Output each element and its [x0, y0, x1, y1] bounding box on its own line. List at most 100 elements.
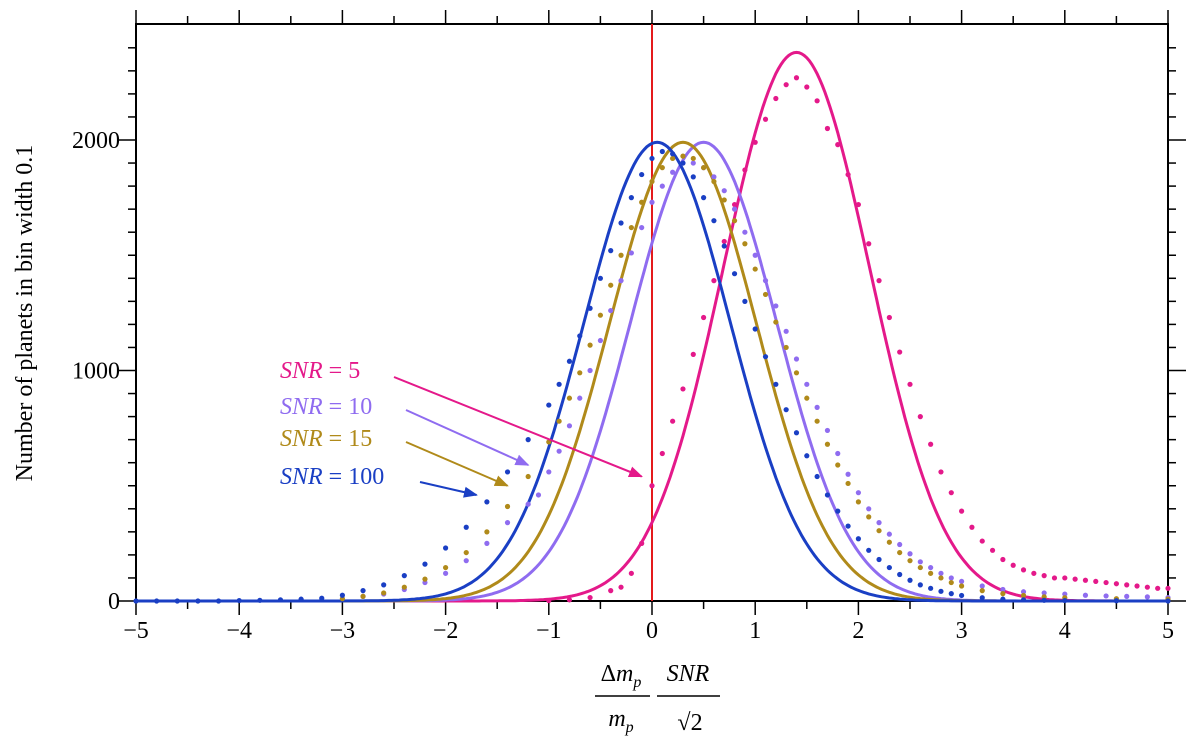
- series-point-4: [174, 598, 180, 604]
- series-curve-4: [136, 140, 1168, 603]
- series-point-4: [577, 333, 583, 339]
- series-point-2: [793, 356, 800, 362]
- series-point-4: [236, 597, 242, 604]
- series-point-1: [1103, 579, 1109, 586]
- series-point-4: [959, 592, 965, 599]
- ticks: [118, 10, 1186, 615]
- series-point-3: [948, 579, 954, 586]
- series-point-4: [866, 547, 872, 553]
- series-point-1: [1134, 583, 1140, 589]
- series-point-4: [928, 585, 934, 591]
- series-point-1: [773, 95, 779, 102]
- series-point-2: [866, 506, 872, 512]
- series-point-4: [618, 220, 624, 226]
- series-point-4: [215, 598, 222, 604]
- series-point-3: [866, 514, 872, 520]
- series-point-1: [587, 594, 593, 601]
- series-point-2: [463, 558, 469, 564]
- series-point-1: [659, 450, 665, 457]
- y-tick-label: 0: [108, 589, 120, 615]
- series-point-2: [597, 337, 604, 344]
- series-point-3: [401, 584, 407, 590]
- x-tick-label: −1: [536, 618, 562, 644]
- series-point-1: [989, 547, 996, 553]
- series-point-4: [855, 536, 862, 542]
- series-point-2: [659, 183, 665, 189]
- series-point-2: [897, 541, 903, 548]
- series-point-1: [928, 441, 934, 447]
- series-point-3: [422, 576, 428, 582]
- series-point-2: [566, 423, 573, 429]
- series-point-3: [731, 218, 738, 224]
- series-point-4: [649, 155, 655, 162]
- series-point-2: [484, 540, 490, 546]
- series-point-1: [566, 597, 573, 603]
- series-point-1: [1093, 578, 1099, 585]
- series-point-4: [742, 298, 748, 304]
- annotations: SNR = 5 SNR = 10 SNR = 15 SNR = 100: [280, 358, 643, 498]
- series-point-3: [845, 480, 851, 487]
- series-point-4: [876, 556, 882, 563]
- x-tick-label: 4: [1059, 618, 1071, 644]
- series-point-3: [504, 503, 511, 510]
- series-point-2: [628, 250, 634, 256]
- series-point-2: [783, 328, 789, 334]
- series-point-1: [1041, 573, 1047, 579]
- series-point-4: [360, 588, 366, 594]
- series-point-2: [752, 252, 758, 258]
- series-point-3: [701, 165, 707, 171]
- series-point-4: [587, 305, 593, 311]
- series-point-2: [814, 404, 820, 410]
- series-point-4: [979, 595, 985, 601]
- series-point-4: [804, 453, 810, 459]
- x-tick-label: 1: [749, 618, 761, 644]
- series-point-2: [938, 570, 944, 576]
- series-point-2: [546, 469, 552, 475]
- series-point-2: [876, 520, 882, 526]
- y-tick-label: 1000: [72, 359, 120, 385]
- series-point-4: [886, 564, 892, 571]
- series-point-1: [783, 82, 789, 88]
- series-point-1: [1082, 577, 1089, 583]
- series-point-1: [814, 98, 820, 104]
- series-point-2: [1124, 593, 1130, 599]
- series-point-2: [1144, 594, 1150, 600]
- series-point-1: [938, 469, 944, 475]
- series-point-2: [1000, 586, 1006, 593]
- x-title-num-left: Δmp: [601, 661, 642, 691]
- series-point-2: [618, 278, 624, 284]
- tick-labels: −5 −4 −3 −2 −1 0 1 2 3 4 5 0 1000 2000: [72, 128, 1174, 644]
- series-point-4: [793, 430, 800, 436]
- annotation-arrow: [405, 409, 530, 466]
- series-point-2: [556, 448, 562, 454]
- annotation-label: SNR = 15: [280, 426, 372, 452]
- annotation-arrow: [393, 376, 643, 478]
- series-point-4: [659, 148, 665, 155]
- series-point-3: [484, 529, 490, 535]
- series-point-3: [577, 370, 583, 376]
- series-point-1: [845, 171, 851, 178]
- series-point-4: [556, 381, 562, 387]
- series-point-1: [969, 524, 975, 530]
- series-point-1: [762, 116, 769, 122]
- series-point-1: [1031, 570, 1037, 576]
- series-point-3: [566, 395, 573, 401]
- series-point-1: [959, 508, 965, 514]
- series-point-4: [628, 195, 634, 201]
- series-point-1: [1165, 585, 1171, 591]
- series-point-1: [742, 167, 748, 173]
- series-point-2: [525, 501, 531, 507]
- series-point-2: [959, 578, 965, 585]
- series-point-1: [917, 414, 923, 420]
- series-point-4: [762, 354, 769, 360]
- series-point-3: [804, 395, 810, 401]
- series-point-3: [690, 155, 696, 162]
- series-point-3: [680, 153, 686, 159]
- x-title-den-right: √2: [677, 710, 702, 736]
- series-point-1: [1000, 556, 1006, 563]
- series-point-4: [195, 598, 201, 604]
- series-point-1: [701, 314, 707, 321]
- series-point-2: [690, 160, 696, 166]
- series-point-1: [1144, 584, 1150, 590]
- series-point-2: [824, 427, 831, 434]
